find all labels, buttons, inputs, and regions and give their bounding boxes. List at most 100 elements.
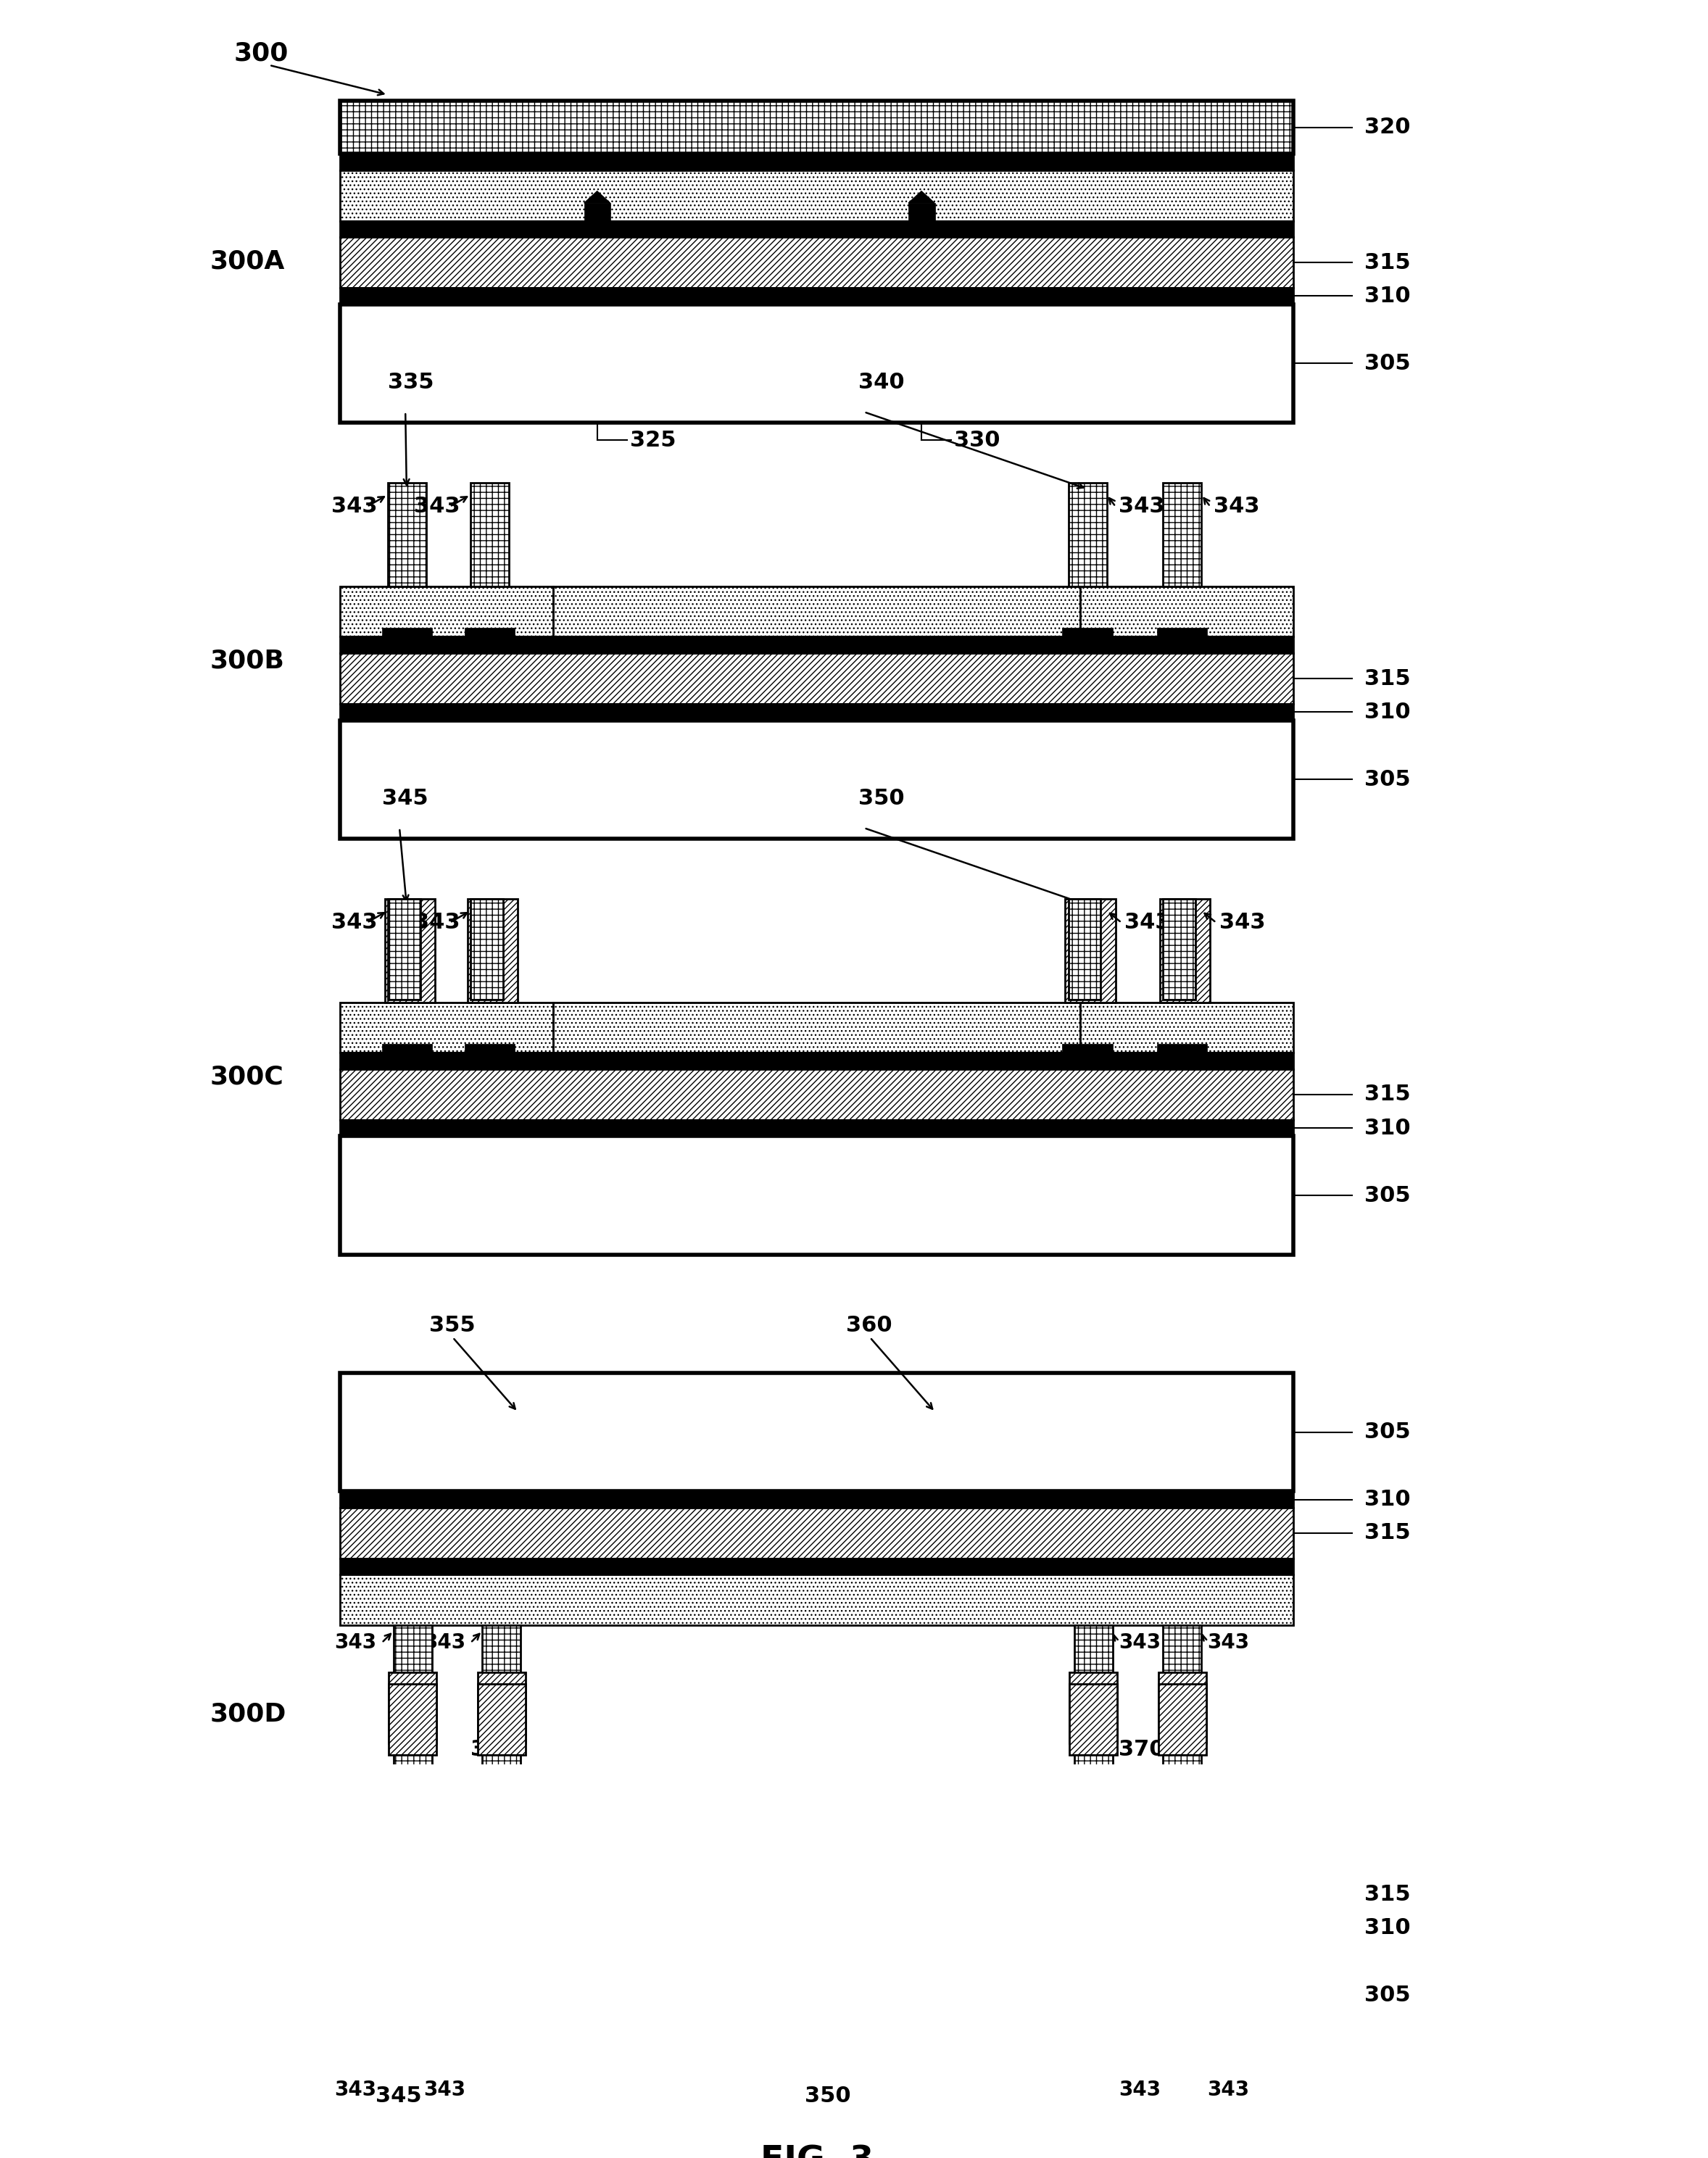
Text: 315: 315 — [1365, 1884, 1411, 1906]
Bar — [340, 287, 1293, 304]
Text: 300C: 300C — [210, 1064, 284, 1090]
Bar — [468, 900, 518, 1003]
Text: 300D: 300D — [210, 1701, 287, 1726]
Text: 343: 343 — [331, 496, 377, 518]
Bar — [1163, 483, 1201, 587]
Bar — [478, 1683, 526, 1754]
Bar — [389, 1672, 437, 1744]
Bar — [389, 1683, 437, 1754]
Bar — [1074, 1625, 1112, 1672]
Bar — [340, 704, 1293, 721]
Text: 335: 335 — [388, 371, 434, 393]
Bar — [393, 1625, 432, 1672]
Bar — [393, 1754, 432, 1802]
Text: 365: 365 — [470, 1739, 516, 1759]
Text: 345: 345 — [376, 2085, 422, 2106]
Bar — [340, 101, 1293, 153]
Bar — [482, 1625, 521, 1672]
Text: 343: 343 — [335, 2080, 376, 2100]
Bar — [340, 1802, 1293, 1854]
Text: 343: 343 — [1208, 2080, 1250, 2100]
Polygon shape — [909, 192, 934, 203]
Polygon shape — [584, 192, 610, 203]
Text: 350: 350 — [857, 788, 904, 809]
Bar — [1068, 900, 1100, 999]
Text: 315: 315 — [1365, 1524, 1411, 1543]
Bar — [340, 1869, 1293, 1921]
Bar — [470, 900, 504, 999]
Bar — [340, 220, 1293, 237]
Text: 355: 355 — [429, 1314, 475, 1336]
Text: 343: 343 — [335, 1634, 376, 1653]
Bar — [1069, 1672, 1117, 1744]
Bar — [340, 153, 1293, 170]
Bar — [340, 237, 1293, 287]
Bar — [340, 1137, 1293, 1254]
Bar — [465, 628, 514, 637]
Text: 350: 350 — [804, 2085, 851, 2106]
Bar — [1069, 1683, 1117, 1754]
Text: 343: 343 — [424, 2080, 465, 2100]
Text: 310: 310 — [1365, 1489, 1411, 1511]
Text: 300: 300 — [234, 41, 289, 65]
Text: 310: 310 — [1365, 1118, 1411, 1139]
Bar — [1163, 1754, 1201, 1802]
Bar — [340, 170, 1293, 220]
Bar — [340, 1070, 1293, 1120]
Bar — [470, 483, 509, 587]
Bar — [340, 1936, 1293, 2054]
Bar — [553, 587, 1079, 637]
Text: 343: 343 — [1119, 2080, 1161, 2100]
Bar — [340, 1003, 553, 1053]
Bar — [1160, 900, 1211, 1003]
Bar — [465, 1044, 514, 1053]
Text: 305: 305 — [1365, 1985, 1411, 2007]
Bar — [1062, 1044, 1112, 1053]
Bar — [340, 587, 553, 637]
Bar — [340, 1921, 1293, 1936]
Bar — [909, 203, 934, 237]
Text: 305: 305 — [1365, 768, 1411, 790]
Text: 343: 343 — [1213, 496, 1259, 518]
Bar — [340, 304, 1293, 423]
Bar — [340, 1491, 1293, 1508]
Bar — [1156, 1044, 1208, 1053]
Text: 310: 310 — [1365, 285, 1411, 306]
Text: 305: 305 — [1365, 354, 1411, 373]
Bar — [584, 203, 611, 237]
Text: 300A: 300A — [210, 250, 285, 274]
Text: 325: 325 — [630, 429, 676, 451]
Bar — [388, 483, 425, 587]
Bar — [381, 1044, 432, 1053]
Text: 315: 315 — [1365, 252, 1411, 274]
Bar — [340, 1053, 1293, 1070]
Bar — [1158, 1672, 1206, 1744]
Text: FIG. 3: FIG. 3 — [760, 2145, 873, 2158]
Bar — [1068, 483, 1107, 587]
Bar — [340, 637, 1293, 654]
Bar — [553, 1003, 1079, 1053]
Text: 315: 315 — [1365, 1083, 1411, 1105]
Bar — [340, 654, 1293, 704]
Bar — [340, 1120, 1293, 1137]
Bar — [340, 1558, 1293, 1575]
Bar — [340, 1372, 1293, 1491]
Text: 305: 305 — [1365, 1422, 1411, 1444]
Text: 360: 360 — [845, 1314, 893, 1336]
Bar — [1156, 628, 1208, 637]
Text: 343: 343 — [424, 1634, 465, 1653]
Text: 330: 330 — [955, 429, 1001, 451]
Text: 343: 343 — [331, 913, 377, 932]
Bar — [381, 628, 432, 637]
Text: 370: 370 — [1119, 1739, 1165, 1759]
Text: 320: 320 — [1365, 117, 1411, 138]
Bar — [340, 721, 1293, 839]
Text: 343: 343 — [1119, 1634, 1161, 1653]
Bar — [1062, 628, 1112, 637]
Bar — [1163, 1625, 1201, 1672]
Bar — [340, 1575, 1293, 1625]
Bar — [384, 900, 436, 1003]
Text: 343: 343 — [415, 496, 461, 518]
Text: 300B: 300B — [210, 647, 285, 673]
Bar — [1066, 900, 1115, 1003]
